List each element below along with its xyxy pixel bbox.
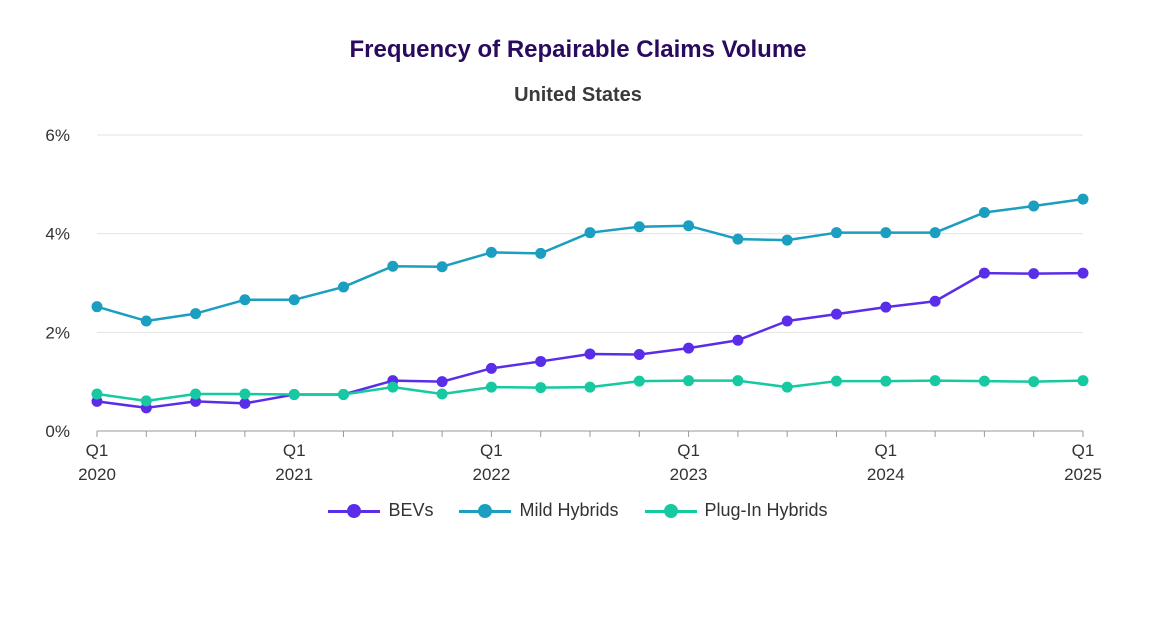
data-point[interactable]	[1077, 267, 1089, 279]
series-mild-hybrids	[91, 193, 1089, 327]
y-tick-label: 2%	[45, 323, 70, 342]
data-point[interactable]	[978, 375, 990, 387]
data-point[interactable]	[535, 355, 547, 367]
data-point[interactable]	[1028, 268, 1040, 280]
legend-item[interactable]: Mild Hybrids	[459, 500, 619, 521]
data-point[interactable]	[140, 315, 152, 327]
data-point[interactable]	[485, 362, 497, 374]
data-point[interactable]	[288, 388, 300, 400]
x-tick-label-year: 2020	[78, 465, 116, 484]
data-point[interactable]	[387, 260, 399, 272]
data-point[interactable]	[584, 381, 596, 393]
data-point[interactable]	[1077, 375, 1089, 387]
data-point[interactable]	[683, 220, 695, 232]
legend-swatch	[459, 503, 512, 518]
data-point[interactable]	[436, 388, 448, 400]
data-point[interactable]	[831, 375, 842, 387]
legend: BEVs Mild Hybrids Plug-In Hybrids	[0, 500, 1156, 521]
data-point[interactable]	[288, 294, 300, 306]
data-point[interactable]	[683, 375, 695, 387]
data-point[interactable]	[1028, 200, 1040, 212]
data-point[interactable]	[880, 301, 892, 313]
x-tick-label-quarter: Q1	[874, 441, 897, 460]
data-point[interactable]	[781, 381, 793, 393]
legend-label: BEVs	[388, 500, 434, 520]
data-point[interactable]	[978, 206, 990, 218]
data-point[interactable]	[831, 308, 842, 320]
x-axis-labels: Q1 2020 Q1 2021 Q1 2022 Q1 2023 Q1 2024 Q1 2025	[78, 441, 1102, 484]
y-tick-label: 0%	[45, 422, 70, 441]
series-plug-in-hybrids	[91, 375, 1089, 407]
data-point[interactable]	[732, 375, 744, 387]
series-layer	[91, 193, 1089, 414]
data-point[interactable]	[880, 375, 892, 387]
y-axis: 0% 2% 4% 6%	[45, 126, 70, 441]
data-point[interactable]	[387, 381, 399, 393]
data-point[interactable]	[781, 234, 793, 246]
x-tick-label-year: 2022	[472, 465, 510, 484]
data-point[interactable]	[1028, 376, 1040, 388]
data-point[interactable]	[239, 294, 251, 306]
data-point[interactable]	[929, 375, 941, 387]
data-point[interactable]	[239, 388, 251, 400]
data-point[interactable]	[91, 388, 103, 400]
x-tick-label-quarter: Q1	[480, 441, 503, 460]
data-point[interactable]	[190, 388, 202, 400]
x-tick-label-year: 2024	[867, 465, 905, 484]
data-point[interactable]	[239, 397, 251, 409]
data-point[interactable]	[584, 348, 596, 360]
data-point[interactable]	[436, 261, 448, 273]
legend-item[interactable]: Plug-In Hybrids	[644, 500, 828, 521]
data-point[interactable]	[929, 227, 941, 239]
chart-title: Frequency of Repairable Claims Volume	[349, 36, 807, 63]
data-point[interactable]	[436, 376, 448, 388]
data-point[interactable]	[91, 301, 103, 313]
legend-label: Mild Hybrids	[519, 500, 619, 520]
x-tick-label-year: 2025	[1064, 465, 1102, 484]
data-point[interactable]	[633, 349, 645, 361]
x-tick-label-quarter: Q1	[283, 441, 306, 460]
data-point[interactable]	[140, 395, 152, 407]
y-tick-label: 6%	[45, 126, 70, 145]
data-point[interactable]	[732, 334, 744, 346]
x-tick-label-quarter: Q1	[677, 441, 700, 460]
x-tick-label-year: 2021	[275, 465, 313, 484]
data-point[interactable]	[584, 227, 596, 239]
x-tick-label-quarter: Q1	[86, 441, 109, 460]
data-point[interactable]	[683, 342, 695, 354]
legend-swatch	[328, 503, 381, 518]
x-tick-label-quarter: Q1	[1072, 441, 1095, 460]
data-point[interactable]	[485, 381, 497, 393]
data-point[interactable]	[880, 227, 892, 239]
data-point[interactable]	[1077, 193, 1089, 205]
data-point[interactable]	[338, 388, 349, 400]
legend-swatch	[644, 503, 697, 518]
data-point[interactable]	[781, 315, 793, 327]
legend-label: Plug-In Hybrids	[704, 500, 828, 520]
data-point[interactable]	[535, 247, 547, 259]
data-point[interactable]	[831, 227, 842, 239]
data-point[interactable]	[633, 375, 645, 387]
data-point[interactable]	[535, 382, 547, 394]
data-point[interactable]	[732, 233, 744, 245]
x-axis	[96, 430, 1084, 437]
y-tick-label: 4%	[45, 225, 70, 244]
data-point[interactable]	[929, 295, 941, 307]
data-point[interactable]	[633, 221, 645, 233]
data-point[interactable]	[485, 246, 497, 258]
data-point[interactable]	[190, 308, 202, 320]
data-point[interactable]	[338, 281, 349, 293]
data-point[interactable]	[978, 267, 990, 279]
chart-subtitle: United States	[514, 84, 642, 106]
x-tick-label-year: 2023	[670, 465, 708, 484]
legend-item[interactable]: BEVs	[328, 500, 433, 521]
